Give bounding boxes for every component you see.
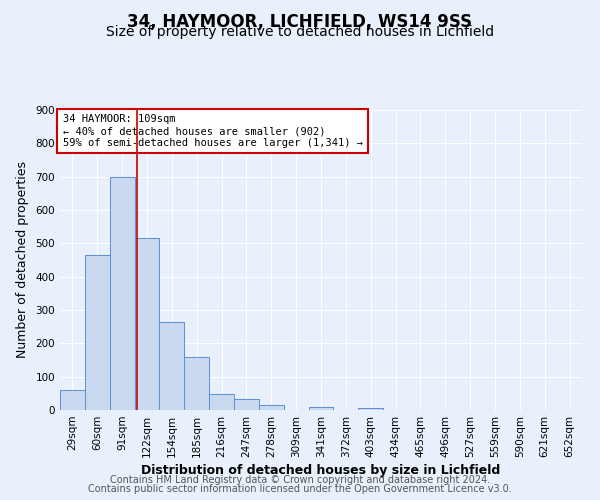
Text: Contains public sector information licensed under the Open Government Licence v3: Contains public sector information licen… — [88, 484, 512, 494]
Bar — [85, 255, 110, 410]
Bar — [134, 238, 160, 410]
Text: Contains HM Land Registry data © Crown copyright and database right 2024.: Contains HM Land Registry data © Crown c… — [110, 475, 490, 485]
Bar — [110, 176, 134, 410]
Bar — [358, 408, 383, 410]
Bar — [259, 406, 284, 410]
Text: 34 HAYMOOR: 109sqm
← 40% of detached houses are smaller (902)
59% of semi-detach: 34 HAYMOOR: 109sqm ← 40% of detached hou… — [62, 114, 362, 148]
X-axis label: Distribution of detached houses by size in Lichfield: Distribution of detached houses by size … — [142, 464, 500, 477]
Bar — [308, 406, 334, 410]
Bar — [209, 394, 234, 410]
Y-axis label: Number of detached properties: Number of detached properties — [16, 162, 29, 358]
Bar — [184, 356, 209, 410]
Text: Size of property relative to detached houses in Lichfield: Size of property relative to detached ho… — [106, 25, 494, 39]
Text: 34, HAYMOOR, LICHFIELD, WS14 9SS: 34, HAYMOOR, LICHFIELD, WS14 9SS — [127, 12, 473, 30]
Bar — [160, 322, 184, 410]
Bar — [234, 398, 259, 410]
Bar — [60, 390, 85, 410]
